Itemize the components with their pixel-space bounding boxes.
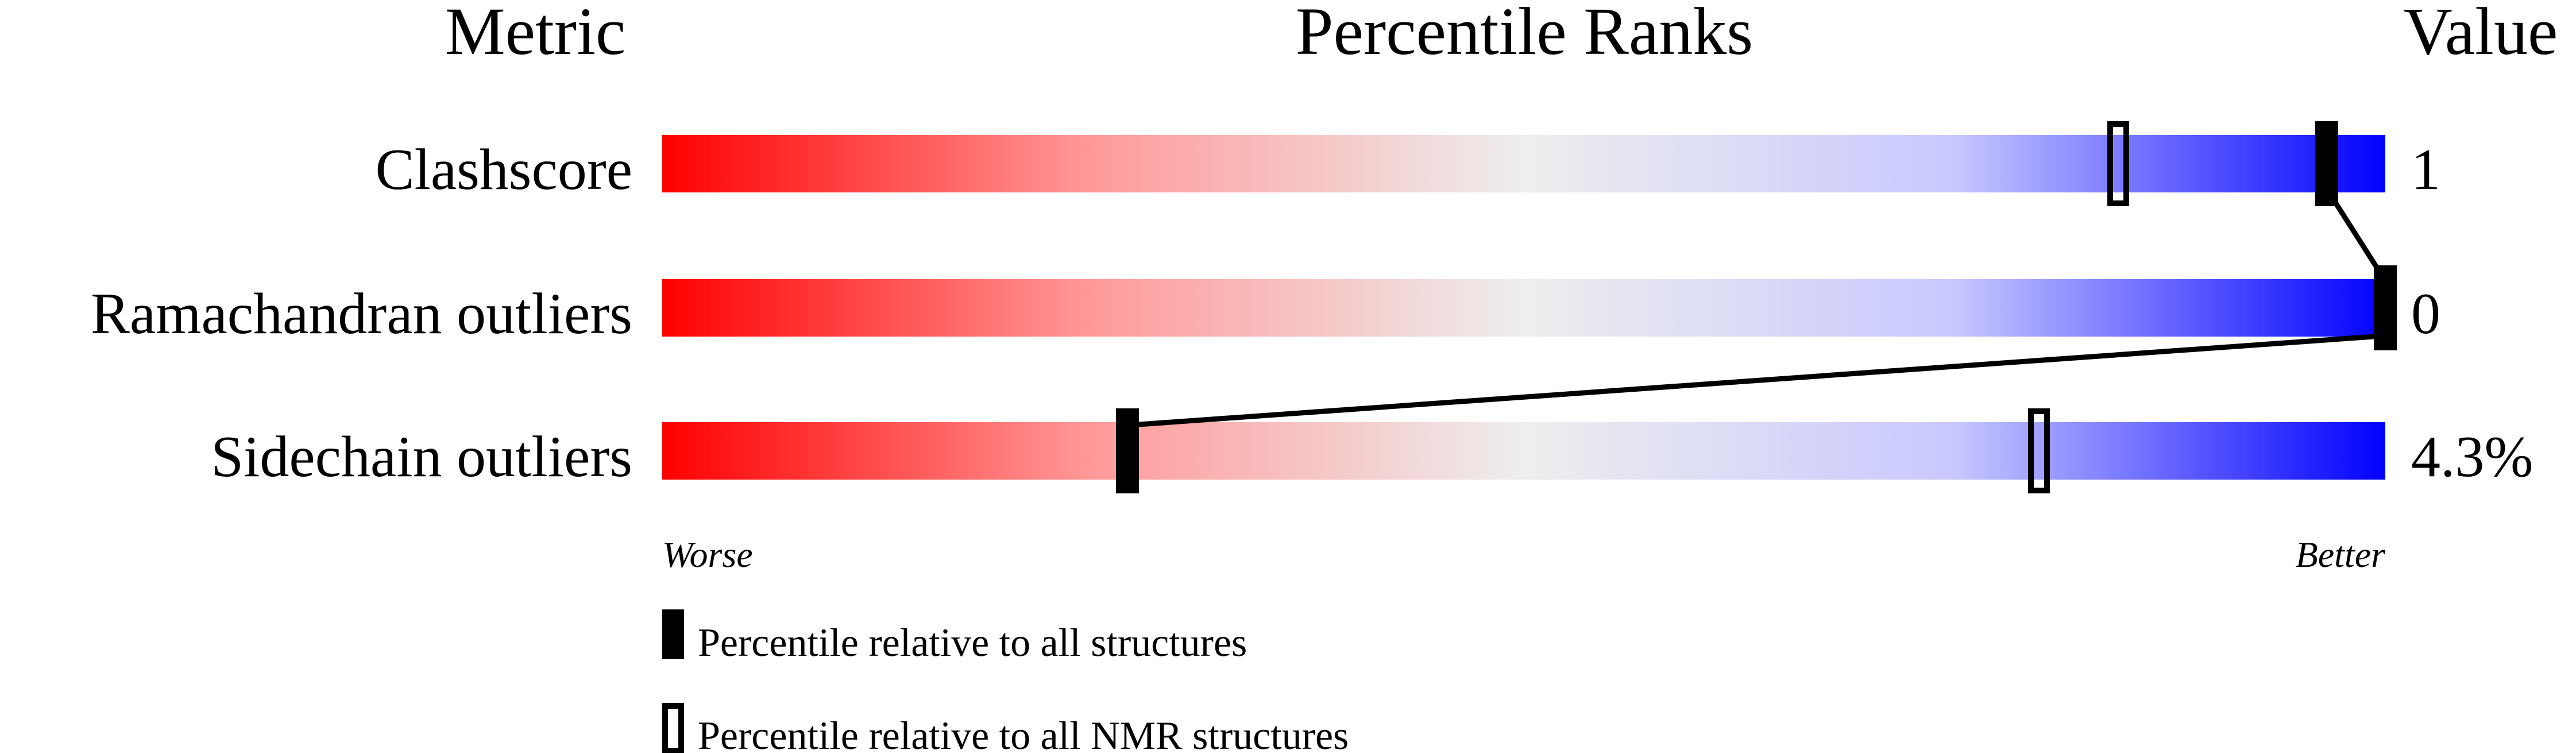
metric-label: Clashscore [375,137,632,202]
metric-label: Sidechain outliers [211,424,632,489]
metric-value: 1 [2411,137,2440,202]
legend: Percentile relative to all structures Pe… [662,609,1349,753]
marker-nmr-percentile [2107,121,2129,206]
marker-all-percentile [2374,265,2397,350]
legend-marker-filled [662,609,684,659]
marker-nmr-percentile [2028,408,2050,493]
marker-all-percentile [2315,121,2338,206]
legend-label-nmr: Percentile relative to all NMR structure… [698,714,1349,753]
axis-label-better: Better [2296,534,2386,575]
connector-line [2334,202,2380,270]
metric-value: 4.3% [2411,424,2533,489]
axis-label-worse: Worse [662,534,753,575]
percentile-bar [662,135,2385,192]
marker-all-percentile [1116,408,1139,493]
legend-marker-hollow [662,703,684,753]
header-percentile-ranks: Percentile Ranks [1296,0,1753,69]
metric-label: Ramachandran outliers [91,281,632,346]
percentile-bar [662,422,2385,480]
header-metric: Metric [445,0,626,69]
percentile-bar [662,279,2385,337]
legend-label-all: Percentile relative to all structures [698,621,1247,665]
metric-value: 0 [2411,281,2440,346]
connector-line [1138,334,2374,427]
header-value: Value [2404,0,2558,69]
